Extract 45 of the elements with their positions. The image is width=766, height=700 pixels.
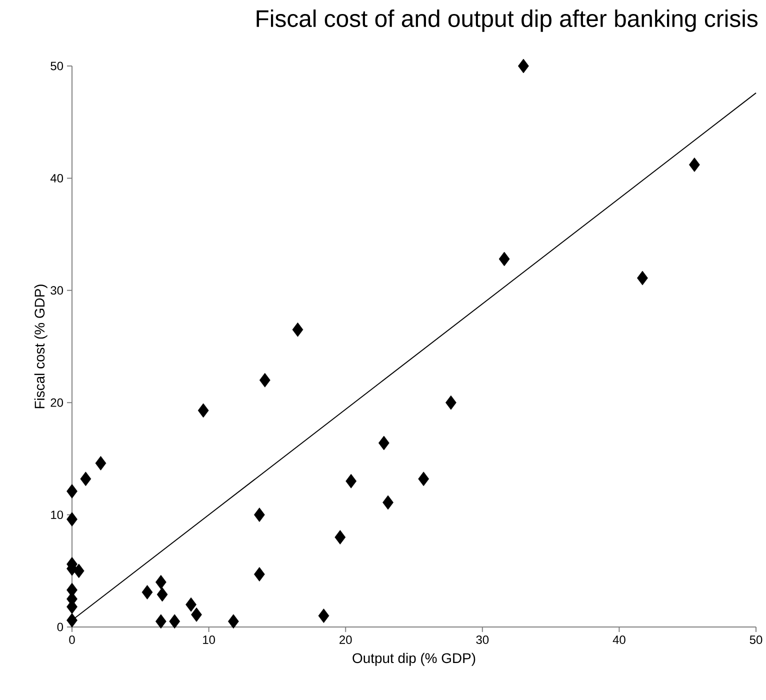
x-tick-label: 20 [340, 636, 352, 644]
point [73, 564, 84, 578]
point [259, 372, 270, 388]
point [142, 585, 153, 600]
y-tick-label: 40 [50, 174, 64, 182]
point [254, 567, 265, 582]
x-tick-label: 0 [69, 636, 75, 644]
y-tick-label: 0 [57, 622, 64, 632]
point [186, 597, 196, 612]
point [334, 530, 346, 544]
y-tick-label: 20 [50, 398, 64, 407]
chart-title: Fiscal cost of and output dip after banking crisis [256, 10, 758, 32]
point [346, 474, 357, 488]
point [95, 456, 106, 470]
point [66, 512, 78, 526]
x-tick-label: 30 [476, 636, 489, 644]
x-tick-label: 10 [203, 636, 215, 644]
point [228, 614, 239, 629]
point [66, 484, 78, 498]
point [637, 270, 648, 286]
x-tick-label: 50 [750, 636, 762, 644]
point [518, 58, 529, 74]
point [66, 613, 78, 628]
point [155, 574, 166, 590]
point [156, 587, 168, 602]
point [198, 403, 209, 418]
x-axis-title: Output dip (% GDP) [352, 652, 476, 666]
point [418, 472, 430, 486]
y-tick-label: 10 [51, 510, 64, 520]
point [155, 614, 166, 629]
point [378, 436, 390, 450]
point [254, 508, 265, 522]
y-tick-label: 50 [50, 62, 64, 70]
point [292, 322, 304, 337]
point [80, 472, 92, 486]
point [191, 607, 202, 622]
point [688, 158, 700, 172]
point [169, 614, 180, 629]
y-axis-title: Fiscal cost (% GDP) [34, 284, 48, 408]
point [318, 608, 330, 623]
point [382, 495, 394, 510]
point [498, 252, 510, 266]
point [445, 395, 456, 410]
x-tick-label: 40 [612, 636, 626, 644]
y-tick-label: 30 [50, 286, 64, 295]
